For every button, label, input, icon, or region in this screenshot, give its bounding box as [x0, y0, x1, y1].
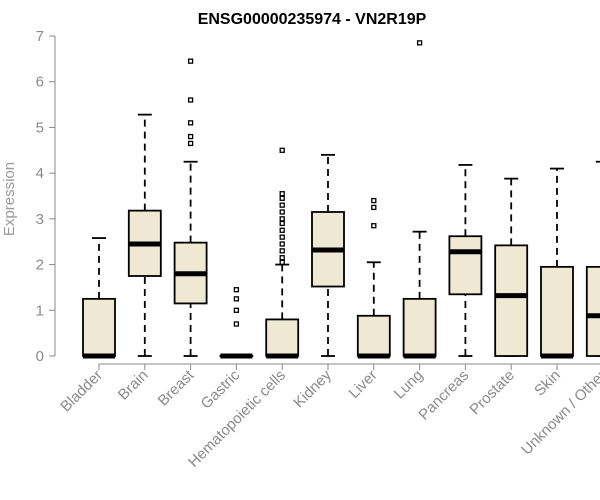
x-tick-label-skin: Skin — [531, 367, 564, 400]
y-tick-label: 3 — [36, 211, 44, 228]
outlier-point — [416, 40, 423, 46]
x-tick-label-bladder: Bladder — [57, 367, 106, 416]
box-lung — [402, 40, 437, 359]
chart-title: ENSG00000235974 - VN2R19P — [198, 11, 427, 28]
outlier-point — [371, 204, 377, 211]
iqr-box — [448, 235, 483, 296]
x-tick-label-brain: Brain — [115, 367, 152, 404]
box-hematopoietic-cells — [265, 147, 300, 359]
y-tick-label: 2 — [36, 257, 44, 274]
iqr-box — [265, 318, 300, 357]
box-pancreas — [448, 164, 483, 357]
box-brain — [127, 113, 162, 357]
x-tick-label-gastric: Gastric — [198, 366, 244, 412]
outlier-point — [371, 197, 377, 204]
box-liver — [356, 197, 391, 359]
y-axis: 0 1 2 3 4 5 6 7 — [36, 28, 56, 365]
outlier-point — [279, 259, 285, 265]
x-tick-label-pancreas: Pancreas — [415, 367, 472, 424]
iqr-box — [585, 265, 600, 357]
box-breast — [173, 58, 208, 357]
iqr-box — [494, 244, 529, 357]
outlier-point — [279, 234, 285, 240]
outlier-point — [279, 220, 285, 227]
box-gastric — [219, 287, 254, 359]
outlier-point — [187, 120, 194, 126]
outlier-point — [187, 140, 194, 147]
y-axis-label: Expression — [1, 162, 18, 236]
outlier-point — [187, 133, 194, 140]
outlier-point — [279, 209, 285, 215]
y-tick-label: 1 — [36, 302, 44, 319]
outlier-point — [279, 216, 285, 222]
y-tick-label: 6 — [36, 74, 44, 91]
outlier-point — [187, 97, 194, 103]
outlier-point — [279, 227, 285, 233]
box-unknown-other — [585, 160, 600, 357]
outlier-point — [233, 296, 240, 302]
x-tick-label-liver: Liver — [346, 367, 381, 402]
outlier-point — [233, 307, 240, 313]
x-tick-label-breast: Breast — [155, 366, 198, 409]
y-tick-label: 5 — [36, 119, 44, 136]
outlier-point — [371, 223, 377, 229]
outlier-point — [279, 202, 285, 208]
y-tick-label: 7 — [36, 28, 44, 45]
iqr-box — [402, 297, 437, 357]
iqr-box — [82, 297, 116, 357]
iqr-box — [356, 314, 391, 357]
iqr-box — [540, 265, 574, 357]
box-kidney — [311, 153, 345, 357]
box-prostate — [494, 177, 529, 357]
outlier-point — [233, 321, 240, 327]
x-tick-label-kidney: Kidney — [290, 366, 335, 411]
outlier-point — [187, 58, 194, 64]
y-tick-label: 4 — [36, 165, 44, 182]
outlier-point — [279, 147, 285, 153]
outlier-point — [279, 255, 285, 261]
outlier-point — [233, 287, 240, 293]
x-tick-label-lung: Lung — [391, 367, 427, 403]
box-skin — [540, 167, 574, 359]
outlier-point — [279, 195, 285, 201]
box-bladder — [82, 237, 116, 359]
y-tick-label: 0 — [36, 348, 44, 365]
box-series — [82, 40, 600, 359]
outlier-point — [279, 248, 285, 254]
outlier-point — [279, 241, 285, 247]
outlier-point — [279, 191, 285, 197]
x-tick-label-prostate: Prostate — [466, 367, 518, 419]
